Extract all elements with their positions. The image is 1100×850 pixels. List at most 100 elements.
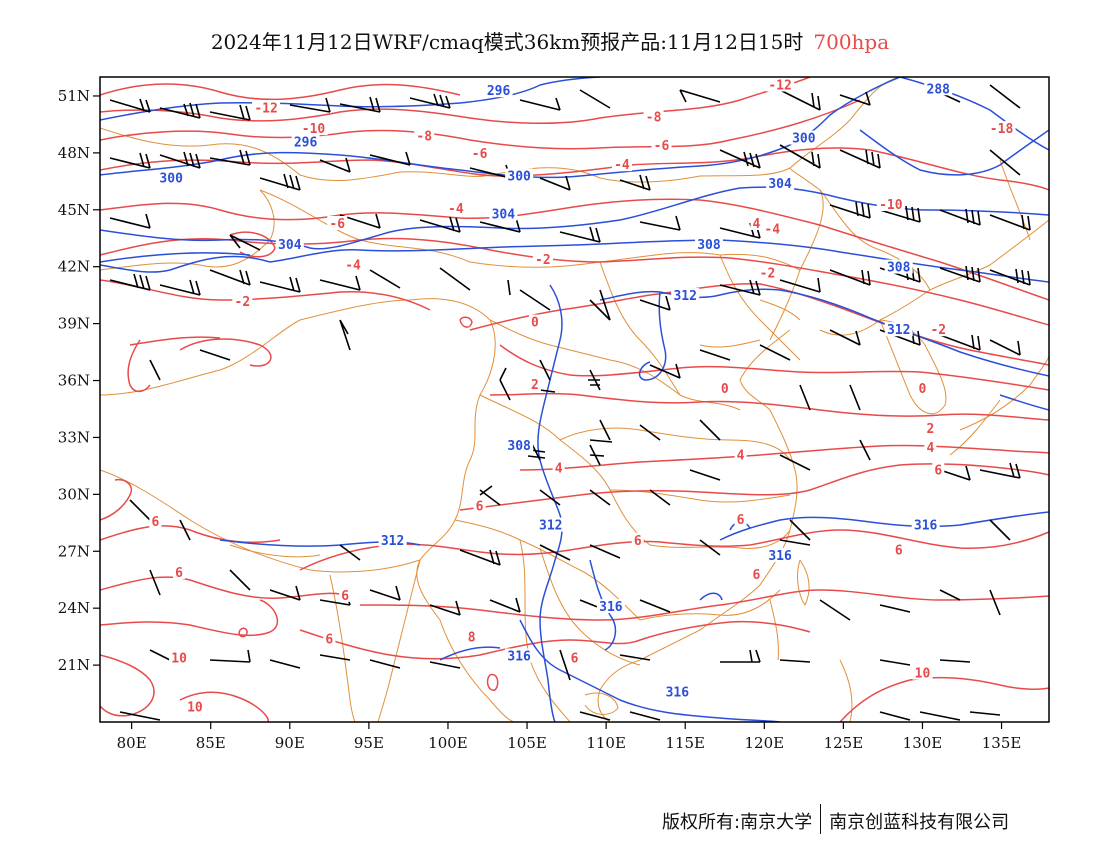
temperature-label: 6: [934, 464, 942, 479]
geopotential-label: 316: [507, 650, 531, 665]
temperature-label-bg: [876, 197, 905, 211]
geopotential-label-bg: [378, 532, 407, 547]
geopotential-label: 316: [666, 686, 690, 701]
temperature-label: 6: [341, 589, 349, 604]
plot-area: [100, 77, 1049, 722]
temperature-label: 6: [571, 651, 579, 666]
temperature-label-bg: [445, 200, 466, 215]
lat-tick-label: 24N: [58, 599, 90, 617]
temperature-label-bg: [232, 293, 253, 308]
temperature-label-bg: [473, 498, 486, 513]
geopotential-label: 312: [887, 323, 910, 338]
temperature-label-bg: [149, 513, 162, 528]
temperature-label: -2: [760, 266, 776, 281]
temperature-label-bg: [750, 566, 763, 581]
geopotential-label-bg: [536, 517, 565, 532]
credit-separator: [820, 804, 822, 834]
geopotential-label: 308: [507, 439, 531, 454]
geopotential-label-bg: [694, 236, 723, 251]
temperature-label-bg: [766, 77, 795, 92]
geopotential-label-bg: [766, 176, 795, 191]
temperature-label-bg: [718, 381, 731, 396]
lat-tick-label: 27N: [58, 542, 90, 560]
geopotential-label-bg: [671, 288, 700, 303]
temperature-label: -8: [416, 130, 432, 145]
geopotential-label-bg: [596, 599, 625, 614]
lat-tick-label: 42N: [58, 258, 90, 276]
temperature-label: -10: [879, 198, 903, 213]
temperature-label: -12: [768, 78, 791, 93]
geopotential-label-bg: [924, 81, 953, 96]
geopotential-labels: 296 296 300 300 300 288 304 304 304 308 308 312 312 3…: [157, 81, 953, 701]
wind-barbs: [109, 84, 1031, 721]
map-title: 2024年11月12日WRF/cmaq模式36km预报产品:11月12日15时 7…: [0, 26, 1100, 55]
geopotential-label-bg: [505, 437, 534, 452]
geopotential-label-bg: [766, 547, 795, 562]
temperature-label: -2: [235, 295, 251, 310]
temperature-label: 4: [555, 462, 563, 477]
temperature-label-bg: [252, 100, 281, 115]
geopotential-label-bg: [505, 168, 534, 183]
geopotential-label: 312: [673, 289, 696, 304]
temperature-label-bg: [327, 215, 348, 230]
lon-tick-label: 100E: [428, 734, 468, 752]
geopotential-label: 316: [914, 519, 938, 534]
temperature-label: 4: [737, 448, 745, 463]
temperature-label: 6: [476, 500, 484, 515]
lat-tick-label: 33N: [58, 428, 90, 446]
lon-tick-label: 90E: [275, 734, 305, 752]
title-main: 2024年11月12日WRF/cmaq模式36km预报产品:11月12日15时: [210, 30, 804, 54]
lon-tick-label: 95E: [354, 734, 384, 752]
geopotential-label-bg: [489, 206, 518, 221]
boundary-lines: [100, 77, 1049, 722]
lon-tick-label: 120E: [745, 734, 785, 752]
temperature-label: 0: [531, 316, 539, 331]
credit-left: 版权所有:南京大学: [662, 812, 813, 833]
temperature-label: 6: [895, 543, 903, 558]
temperature-label-bg: [568, 650, 581, 665]
temperature-label: -6: [329, 217, 345, 232]
temperature-label: 8: [468, 631, 476, 646]
temperature-label-bg: [762, 221, 783, 236]
temperature-label-bg: [750, 215, 763, 230]
temperature-label: 4: [926, 441, 934, 456]
temperature-label: 10: [915, 667, 931, 682]
lat-tick-label: 21N: [58, 656, 90, 674]
geopotential-label-bg: [275, 236, 304, 251]
temperature-label-bg: [528, 314, 541, 329]
temperature-label: -4: [764, 223, 780, 238]
geopotential-label-bg: [291, 134, 320, 149]
geopotential-label: 300: [159, 171, 183, 186]
temperature-label-bg: [932, 462, 945, 477]
geopotential-label-bg: [884, 322, 913, 337]
geopotential-label: 308: [887, 261, 911, 276]
longitude-axis: 80E 85E 90E 95E 100E 105E 110E 115E 120E 125E 130E…: [117, 722, 1021, 752]
temperature-label-bg: [643, 109, 664, 124]
lon-tick-label: 115E: [665, 734, 705, 752]
temperature-label: -18: [990, 122, 1014, 137]
geopotential-label: 296: [294, 135, 318, 150]
geopotential-label: 304: [492, 207, 516, 222]
temperature-label: 2: [926, 422, 934, 437]
temperature-label-bg: [184, 699, 205, 714]
temperature-label: -4: [345, 259, 361, 274]
temperature-label-bg: [469, 145, 490, 160]
geopotential-label-bg: [157, 170, 186, 185]
lon-tick-label: 130E: [903, 734, 943, 752]
temperature-label-bg: [987, 121, 1016, 136]
lat-tick-label: 39N: [58, 315, 90, 333]
lon-tick-label: 85E: [196, 734, 226, 752]
lon-tick-label: 105E: [507, 734, 547, 752]
temperature-label: -8: [646, 111, 662, 126]
temperature-label: 10: [187, 701, 203, 716]
temperature-label-bg: [734, 447, 747, 462]
temperature-label-bg: [734, 511, 747, 526]
geopotential-label: 316: [768, 549, 792, 564]
geopotential-label-bg: [789, 130, 818, 145]
geopotential-label-bg: [505, 648, 534, 663]
temperature-label-bg: [631, 532, 644, 547]
geopotential-label: 308: [697, 238, 721, 253]
temperature-label: 6: [752, 568, 760, 583]
temperature-contours: [100, 77, 1049, 722]
